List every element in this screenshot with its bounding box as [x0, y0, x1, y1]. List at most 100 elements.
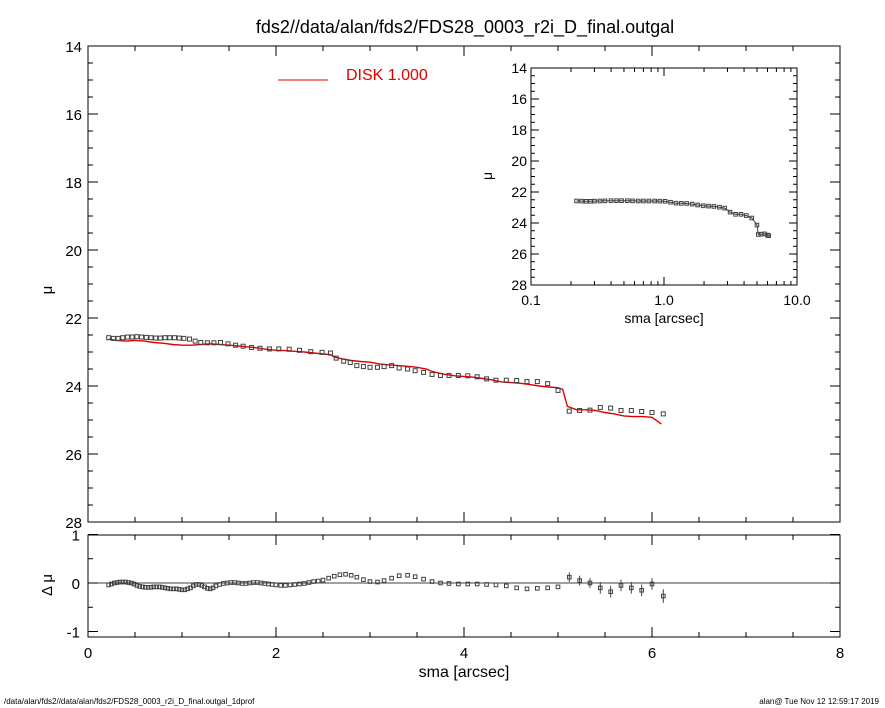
residual-point [535, 586, 540, 591]
residual-point [514, 585, 519, 591]
residual-point [140, 584, 145, 590]
data-point [493, 377, 499, 383]
inset-data-point [583, 199, 589, 204]
residual-point [311, 579, 316, 584]
residual-point [287, 582, 293, 588]
data-point [555, 387, 561, 393]
data-point [110, 335, 116, 341]
residual-point [375, 579, 380, 585]
data-point [240, 343, 246, 349]
data-point [455, 372, 461, 378]
data-point [333, 355, 339, 361]
inset-data-point [602, 198, 608, 204]
data-point [204, 340, 210, 346]
data-point [218, 339, 224, 345]
residual-point [273, 582, 279, 588]
inset-data-point [614, 198, 619, 203]
residual-point [120, 579, 126, 585]
inset-data-point [641, 198, 646, 204]
y-tick-label: 16 [65, 107, 82, 124]
residual-point [629, 585, 634, 591]
residual-point [283, 583, 288, 588]
residual-point [639, 587, 644, 593]
chart-title: fds2//data/alan/fds2/FDS28_0003_r2i_D_fi… [256, 17, 674, 38]
residual-point [278, 583, 283, 588]
y-axis-label: μ [39, 286, 56, 295]
residual-point [292, 582, 298, 587]
residual-point [221, 581, 226, 586]
inset-data-point [749, 215, 755, 221]
data-point [389, 363, 395, 369]
inset-data-point [717, 204, 722, 210]
data-point [354, 363, 360, 369]
data-point [412, 368, 418, 374]
residual-point [660, 593, 666, 599]
inset-data-point [646, 198, 652, 204]
residual-point [137, 584, 142, 589]
inset-data-point [756, 232, 761, 237]
data-point [143, 334, 149, 340]
inset-data-point [700, 203, 706, 209]
y-axis-label: Δ μ [39, 574, 56, 596]
data-point [106, 335, 112, 341]
data-point [503, 377, 509, 383]
data-point [120, 335, 126, 341]
residual-point [157, 584, 162, 590]
residual-point [179, 587, 185, 593]
data-point [618, 407, 624, 413]
inset-data-point [738, 212, 744, 217]
data-point [308, 349, 314, 355]
inset-data-point [652, 198, 657, 204]
residual-point [618, 583, 624, 588]
residual-point [168, 586, 174, 592]
inset-profile-line [576, 200, 769, 237]
residual-point [228, 580, 234, 585]
residual-point [174, 586, 179, 592]
inset-data-point [722, 205, 727, 211]
inset-data-point [592, 198, 597, 204]
data-point [171, 335, 177, 341]
residual-point [243, 581, 249, 586]
data-point [367, 364, 373, 370]
data-point [446, 372, 452, 378]
residual-point [301, 581, 307, 586]
legend-label: DISK 1.000 [346, 67, 428, 84]
residual-point [412, 574, 418, 579]
residual-point [196, 582, 202, 587]
data-point [597, 404, 603, 410]
footer-file-path: /data/alan/fds2//data/alan/fds2/FDS28_00… [4, 697, 255, 706]
residual-point [361, 577, 366, 582]
inset-data-point [744, 213, 749, 218]
residual-point [331, 573, 337, 579]
data-point [608, 405, 614, 411]
y-tick-label: 14 [65, 39, 82, 56]
residual-point [117, 579, 123, 585]
residual-point [123, 579, 128, 585]
residual-point [566, 574, 572, 580]
residual-point [343, 571, 348, 577]
inset-y-tick-label: 14 [511, 60, 527, 76]
residual-point [421, 576, 426, 582]
inset-data-point [657, 198, 663, 204]
data-point [534, 379, 540, 385]
data-point [396, 365, 402, 371]
inset-data-point [619, 198, 624, 203]
data-point [438, 372, 443, 378]
data-point [139, 334, 145, 340]
inset-data-point [689, 201, 695, 207]
inset-data-point [762, 231, 767, 237]
residual-point [128, 580, 134, 586]
y-tick-label: 20 [65, 243, 82, 260]
inset-data-point [630, 198, 635, 204]
model-line [108, 338, 662, 425]
residual-point [389, 575, 394, 581]
data-point [211, 340, 217, 346]
inset-y-tick-label: 24 [511, 215, 527, 231]
data-point [577, 407, 583, 413]
inset-y-tick-label: 28 [511, 277, 527, 293]
data-point [375, 364, 381, 370]
inset-data-point [673, 200, 679, 206]
inset-data-point [733, 212, 738, 217]
inset-data-point [706, 203, 711, 209]
